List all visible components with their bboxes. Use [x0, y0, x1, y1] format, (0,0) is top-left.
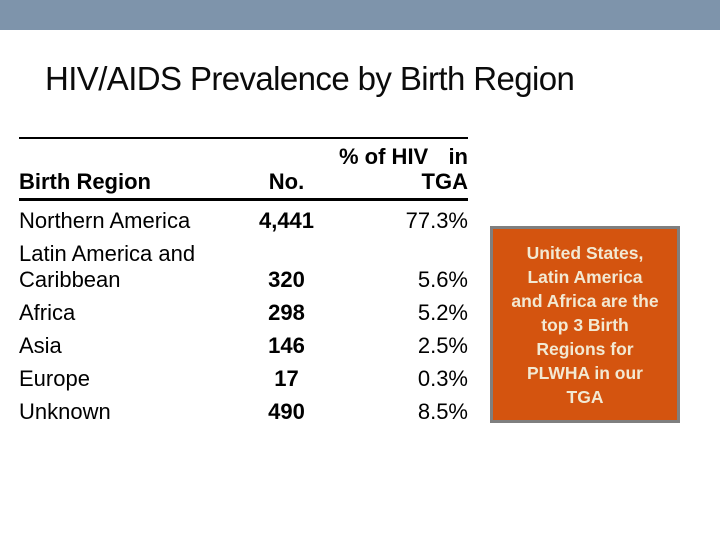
header-no: No.: [268, 169, 305, 194]
cell-no: 490: [268, 399, 305, 424]
cell-no: 320: [268, 267, 305, 292]
callout-line: Regions for: [536, 338, 634, 359]
callout-line: PLWHA in our: [526, 362, 643, 383]
callout-line: Latin America: [527, 266, 643, 287]
callout-box: United States, Latin America and Africa …: [490, 226, 680, 423]
table-row: Asia 146 2.5%: [19, 326, 468, 359]
header-pct-line2: TGA: [421, 169, 468, 194]
callout-line: and Africa are the: [511, 290, 659, 311]
table-header-row: Birth Region No. % of HIV in TGA: [19, 139, 468, 201]
cell-region: Europe: [19, 366, 90, 391]
table-row: Europe 17 0.3%: [19, 359, 468, 392]
callout-line: top 3 Birth: [541, 314, 629, 335]
cell-no: 146: [268, 333, 305, 358]
table-row: Unknown 490 8.5%: [19, 392, 468, 425]
cell-pct: 5.2%: [417, 300, 468, 325]
cell-no: 4,441: [258, 208, 315, 233]
cell-no: 17: [274, 366, 299, 391]
slide-title: HIV/AIDS Prevalence by Birth Region: [45, 60, 575, 97]
top-accent-band: [0, 0, 720, 30]
callout-line: United States,: [526, 242, 644, 263]
table-row: Africa 298 5.2%: [19, 293, 468, 326]
cell-region: Asia: [19, 333, 62, 358]
cell-region: Northern America: [19, 208, 191, 233]
header-pct-hiv-tga: % of HIV in TGA: [339, 144, 468, 194]
cell-pct: 5.6%: [417, 267, 468, 292]
cell-region: Unknown: [19, 399, 111, 424]
table-row: Northern America 4,441 77.3%: [19, 201, 468, 234]
cell-region-line2: Caribbean: [19, 267, 121, 292]
prevalence-table: Birth Region No. % of HIV in TGA Norther…: [19, 137, 468, 425]
cell-region-line1: Latin America and: [19, 241, 196, 266]
header-pct-part2: in: [448, 144, 468, 169]
cell-pct: 0.3%: [417, 366, 468, 391]
cell-region: Africa: [19, 300, 76, 325]
cell-pct: 8.5%: [417, 399, 468, 424]
header-pct-part1: % of HIV: [339, 144, 429, 169]
callout-line: TGA: [566, 386, 604, 407]
cell-pct: 2.5%: [417, 333, 468, 358]
table-row: Latin America and Caribbean 320 5.6%: [19, 234, 468, 293]
callout-text: United States, Latin America and Africa …: [505, 241, 664, 409]
cell-pct: 77.3%: [405, 208, 468, 233]
cell-no: 298: [268, 300, 305, 325]
cell-region: Latin America and Caribbean: [19, 241, 234, 293]
header-birth-region: Birth Region: [19, 169, 151, 194]
